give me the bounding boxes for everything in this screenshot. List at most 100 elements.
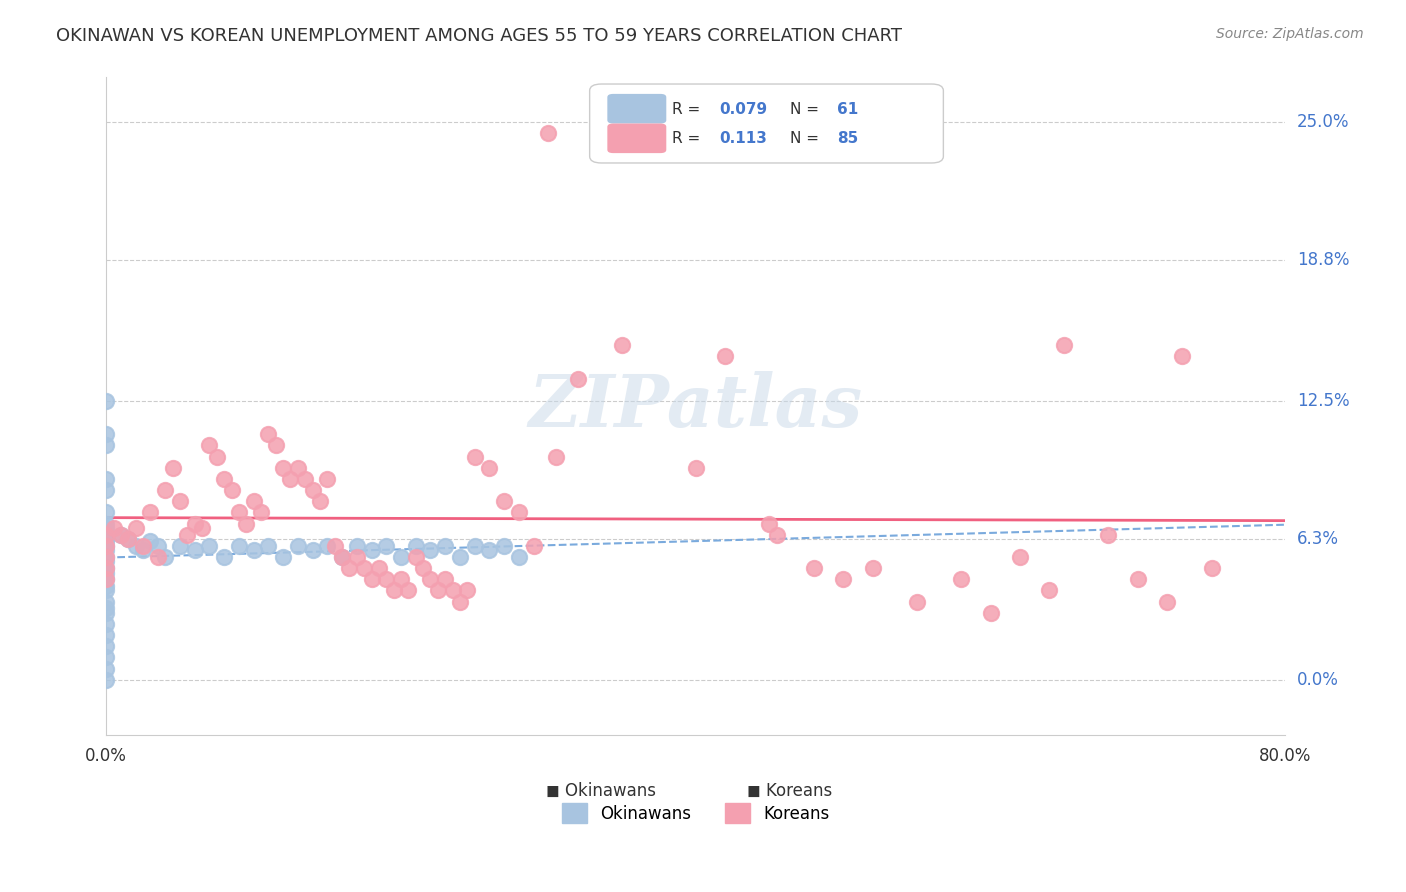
Point bbox=[257, 427, 280, 442]
Point bbox=[103, 521, 125, 535]
Point bbox=[508, 549, 530, 564]
Point bbox=[146, 549, 169, 564]
Point bbox=[96, 532, 118, 546]
Point bbox=[183, 543, 205, 558]
Point bbox=[494, 494, 516, 508]
Point bbox=[96, 521, 118, 535]
Point bbox=[96, 516, 118, 531]
Point bbox=[375, 539, 398, 553]
Point bbox=[96, 594, 118, 608]
Text: N =: N = bbox=[790, 131, 824, 146]
Point bbox=[96, 505, 118, 519]
Point bbox=[478, 543, 501, 558]
Point bbox=[132, 543, 155, 558]
Point bbox=[494, 539, 516, 553]
Point bbox=[110, 527, 132, 541]
Point bbox=[287, 539, 309, 553]
Point bbox=[153, 549, 176, 564]
Text: 18.8%: 18.8% bbox=[1298, 252, 1350, 269]
Point bbox=[346, 539, 368, 553]
Point bbox=[96, 561, 118, 575]
FancyBboxPatch shape bbox=[607, 94, 666, 123]
Point bbox=[367, 561, 389, 575]
Point bbox=[419, 572, 441, 586]
Point bbox=[508, 505, 530, 519]
Point bbox=[250, 505, 273, 519]
Point bbox=[96, 572, 118, 586]
Point bbox=[544, 450, 567, 464]
Point bbox=[1171, 349, 1194, 363]
Point bbox=[96, 606, 118, 620]
Point bbox=[1053, 338, 1076, 352]
Point bbox=[96, 527, 118, 541]
Point bbox=[139, 505, 162, 519]
Point bbox=[456, 583, 478, 598]
Point bbox=[153, 483, 176, 497]
Point bbox=[96, 483, 118, 497]
Point bbox=[96, 427, 118, 442]
Text: 0.0%: 0.0% bbox=[1298, 671, 1339, 689]
Text: 6.3%: 6.3% bbox=[1298, 530, 1339, 549]
Point bbox=[242, 543, 264, 558]
Point bbox=[169, 494, 191, 508]
Point bbox=[537, 126, 560, 140]
Point bbox=[146, 539, 169, 553]
Text: R =: R = bbox=[672, 131, 706, 146]
Point bbox=[339, 561, 361, 575]
Point bbox=[758, 516, 780, 531]
Point bbox=[766, 527, 789, 541]
Point bbox=[980, 606, 1002, 620]
Point bbox=[221, 483, 243, 497]
Point bbox=[191, 521, 214, 535]
Point bbox=[96, 639, 118, 653]
Point bbox=[434, 572, 457, 586]
Text: 0.113: 0.113 bbox=[720, 131, 768, 146]
Point bbox=[96, 549, 118, 564]
Point bbox=[478, 460, 501, 475]
Text: 61: 61 bbox=[837, 102, 859, 117]
Point bbox=[96, 527, 118, 541]
Point bbox=[1038, 583, 1060, 598]
Text: ◼ Okinawans: ◼ Okinawans bbox=[547, 781, 657, 799]
Point bbox=[434, 539, 457, 553]
Text: 12.5%: 12.5% bbox=[1298, 392, 1350, 409]
Point bbox=[125, 521, 148, 535]
Point bbox=[389, 549, 412, 564]
Point bbox=[96, 616, 118, 631]
Text: OKINAWAN VS KOREAN UNEMPLOYMENT AMONG AGES 55 TO 59 YEARS CORRELATION CHART: OKINAWAN VS KOREAN UNEMPLOYMENT AMONG AG… bbox=[56, 27, 903, 45]
Point bbox=[117, 532, 139, 546]
Point bbox=[96, 534, 118, 549]
Point bbox=[96, 561, 118, 575]
Point bbox=[96, 472, 118, 486]
Point bbox=[389, 572, 412, 586]
Point bbox=[96, 673, 118, 687]
Point bbox=[905, 594, 928, 608]
Point bbox=[96, 438, 118, 452]
Point bbox=[419, 543, 441, 558]
Text: Source: ZipAtlas.com: Source: ZipAtlas.com bbox=[1216, 27, 1364, 41]
Point bbox=[96, 583, 118, 598]
Point bbox=[346, 549, 368, 564]
Point bbox=[323, 539, 346, 553]
Point bbox=[353, 561, 375, 575]
Text: ZIPatlas: ZIPatlas bbox=[529, 371, 863, 442]
Point bbox=[1008, 549, 1031, 564]
Point bbox=[567, 371, 589, 385]
Point bbox=[96, 661, 118, 675]
Point bbox=[449, 549, 471, 564]
Point bbox=[862, 561, 884, 575]
Point bbox=[523, 539, 546, 553]
Point bbox=[330, 549, 353, 564]
Point bbox=[396, 583, 419, 598]
Text: N =: N = bbox=[790, 102, 824, 117]
FancyBboxPatch shape bbox=[589, 84, 943, 163]
Point bbox=[685, 460, 707, 475]
Point bbox=[375, 572, 398, 586]
Point bbox=[382, 583, 405, 598]
Point bbox=[96, 543, 118, 558]
Point bbox=[301, 483, 323, 497]
Point bbox=[96, 572, 118, 586]
Point bbox=[132, 539, 155, 553]
Point bbox=[1097, 527, 1119, 541]
Point bbox=[176, 527, 198, 541]
